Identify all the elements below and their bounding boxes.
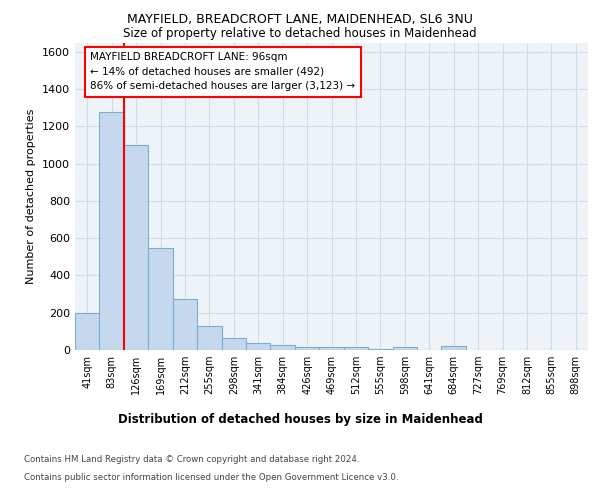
Y-axis label: Number of detached properties: Number of detached properties <box>26 108 37 284</box>
Bar <box>368 349 392 350</box>
Bar <box>442 346 466 350</box>
Bar <box>295 347 319 350</box>
Bar <box>173 298 197 350</box>
Text: Distribution of detached houses by size in Maidenhead: Distribution of detached houses by size … <box>118 412 482 426</box>
Bar <box>319 347 344 350</box>
Bar <box>197 326 221 350</box>
Bar <box>344 347 368 350</box>
Bar <box>75 312 100 350</box>
Bar <box>271 346 295 350</box>
Text: Size of property relative to detached houses in Maidenhead: Size of property relative to detached ho… <box>123 28 477 40</box>
Bar <box>246 344 271 350</box>
Text: Contains public sector information licensed under the Open Government Licence v3: Contains public sector information licen… <box>24 472 398 482</box>
Bar <box>392 347 417 350</box>
Text: MAYFIELD, BREADCROFT LANE, MAIDENHEAD, SL6 3NU: MAYFIELD, BREADCROFT LANE, MAIDENHEAD, S… <box>127 12 473 26</box>
Text: MAYFIELD BREADCROFT LANE: 96sqm
← 14% of detached houses are smaller (492)
86% o: MAYFIELD BREADCROFT LANE: 96sqm ← 14% of… <box>91 52 356 92</box>
Bar <box>221 338 246 350</box>
Bar <box>124 145 148 350</box>
Text: Contains HM Land Registry data © Crown copyright and database right 2024.: Contains HM Land Registry data © Crown c… <box>24 455 359 464</box>
Bar <box>148 248 173 350</box>
Bar <box>100 112 124 350</box>
